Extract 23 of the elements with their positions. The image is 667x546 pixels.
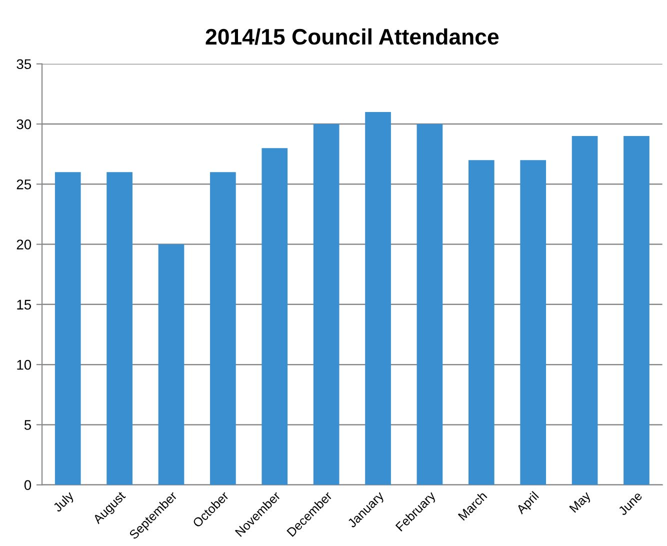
y-tick-label: 5 xyxy=(24,420,32,430)
y-tick-label: 0 xyxy=(24,480,32,490)
bar xyxy=(468,160,494,485)
x-tick-label: July xyxy=(52,490,76,514)
bar xyxy=(624,136,650,485)
x-tick-label: May xyxy=(569,490,594,515)
bar xyxy=(313,124,340,485)
bar xyxy=(416,124,443,485)
y-tick-label: 20 xyxy=(16,240,32,250)
y-tick-label: 30 xyxy=(16,119,32,130)
chart-title: 2014/15 Council Attendance xyxy=(206,28,499,45)
bar xyxy=(262,148,288,485)
bar xyxy=(520,160,546,485)
bar xyxy=(572,136,598,485)
y-tick-label: 15 xyxy=(17,300,32,310)
y-tick-label: 10 xyxy=(17,360,32,370)
bar xyxy=(158,244,184,485)
bar xyxy=(210,172,236,485)
bar xyxy=(365,112,391,485)
y-tick-label: 35 xyxy=(16,59,32,70)
y-tick-label: 25 xyxy=(16,179,32,190)
bar xyxy=(106,172,132,485)
bar xyxy=(54,172,81,485)
